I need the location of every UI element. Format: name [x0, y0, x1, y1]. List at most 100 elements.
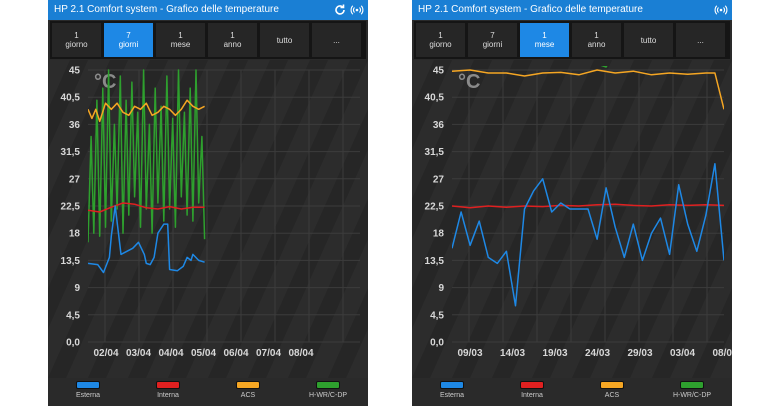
y-tick-label: 31,5 — [425, 147, 445, 158]
refresh-icon[interactable] — [333, 3, 347, 17]
tab-unit: giorni — [482, 40, 503, 49]
tab-1-giorno[interactable]: 1 giorno — [416, 23, 465, 57]
y-tick-label: 36 — [433, 120, 445, 131]
background-stripe — [612, 109, 732, 378]
x-tick-label: 07/04 — [256, 348, 281, 359]
tab-tutto[interactable]: tutto — [260, 23, 309, 57]
x-tick-label: 09/03 — [457, 348, 482, 359]
background-stripe — [168, 60, 328, 378]
y-tick-label: 27 — [433, 174, 445, 185]
y-tick-label: 22,5 — [425, 202, 445, 213]
tab-number: 1 — [594, 31, 599, 40]
background-stripe — [128, 60, 288, 378]
legend-label: Interna — [157, 392, 179, 399]
unit-label: °C — [94, 71, 116, 93]
legend-swatch — [680, 381, 704, 389]
background-stripe — [412, 60, 492, 240]
plot-background — [412, 60, 732, 378]
tab-unit: giorni — [118, 40, 139, 49]
y-tick-label: 4,5 — [66, 310, 80, 321]
y-tick-label: 36 — [69, 120, 81, 131]
tab-7-giorni[interactable]: 7 giorni — [104, 23, 153, 57]
app-title-bar: HP 2.1 Comfort system - Grafico delle te… — [48, 0, 368, 20]
x-tick-label: 19/03 — [542, 348, 567, 359]
legend-item-hwr-cdp[interactable]: H-WR/C-DP — [652, 380, 732, 399]
app-title: HP 2.1 Comfort system - Grafico delle te… — [418, 4, 643, 15]
series-line-acs — [452, 69, 724, 110]
background-stripe — [652, 198, 732, 378]
legend-swatch — [316, 381, 340, 389]
legend-item-acs[interactable]: ACS — [572, 380, 652, 399]
y-tick-label: 27 — [69, 174, 81, 185]
temperature-chart: 0,0 4,5 9 13,5 18 22,5 27 31,5 36 40,5 45 02/04 03/0… — [48, 60, 368, 378]
tab-number: 7 — [126, 31, 131, 40]
legend-item-interna[interactable]: Interna — [128, 380, 208, 399]
period-tabs: 1 giorno 7 giorni 1 mese 1 anno tutto ... — [50, 21, 366, 59]
tab-more[interactable]: ... — [312, 23, 361, 57]
x-tick-label: 06/04 — [223, 348, 248, 359]
background-stripe — [88, 60, 248, 378]
tab-7-giorni[interactable]: 7 giorni — [468, 23, 517, 57]
app-title: HP 2.1 Comfort system - Grafico delle te… — [54, 4, 279, 15]
y-tick-label: 45 — [433, 66, 445, 77]
y-tick-label: 4,5 — [430, 310, 444, 321]
legend-label: Esterna — [439, 392, 465, 399]
chart-legend: Esterna Interna ACS H-WR/C-DP — [48, 380, 368, 406]
background-stripe — [532, 60, 692, 378]
legend-swatch — [440, 381, 464, 389]
y-tick-label: 40,5 — [61, 93, 81, 104]
legend-label: Esterna — [75, 392, 101, 399]
legend-label: Interna — [521, 392, 543, 399]
y-tick-label: 9 — [438, 283, 444, 294]
tab-1-anno[interactable]: 1 anno — [208, 23, 257, 57]
tab-number: 1 — [74, 31, 79, 40]
series-line-interna — [88, 202, 205, 213]
tab-1-mese[interactable]: 1 mese — [156, 23, 205, 57]
x-tick-label: 14/03 — [500, 348, 525, 359]
series-line-esterna — [88, 205, 205, 274]
tab-number: 1 — [438, 31, 443, 40]
background-stripe — [248, 109, 368, 378]
x-tick-label: 03/04 — [126, 348, 151, 359]
phone-screen-right: HP 2.1 Comfort system - Grafico delle te… — [412, 0, 732, 406]
tab-unit: mese — [170, 40, 191, 49]
chart-legend: Esterna Interna ACS H-WR/C-DP — [412, 380, 732, 406]
background-stripe — [328, 288, 368, 378]
legend-swatch — [156, 381, 180, 389]
legend-swatch — [520, 381, 544, 389]
legend-label: H-WR/C-DP — [672, 392, 712, 399]
background-stripe — [572, 60, 732, 378]
tab-label: tutto — [276, 35, 293, 45]
x-tick-label: 02/04 — [93, 348, 118, 359]
legend-item-esterna[interactable]: Esterna — [48, 380, 128, 399]
background-stripe — [288, 198, 368, 378]
tab-more[interactable]: ... — [676, 23, 725, 57]
wireless-icon[interactable] — [350, 3, 364, 17]
y-tick-label: 0,0 — [66, 338, 80, 349]
legend-label: ACS — [604, 392, 620, 399]
background-stripe — [208, 60, 368, 378]
tab-tutto[interactable]: tutto — [624, 23, 673, 57]
phone-screen-left: HP 2.1 Comfort system - Grafico delle te… — [48, 0, 368, 406]
tab-label: ... — [333, 35, 340, 45]
x-tick-label: 03/04 — [670, 348, 695, 359]
series-line-esterna — [452, 162, 724, 307]
tab-unit: mese — [534, 40, 555, 49]
legend-item-hwr-cdp[interactable]: H-WR/C-DP — [288, 380, 368, 399]
tab-1-mese[interactable]: 1 mese — [520, 23, 569, 57]
legend-item-interna[interactable]: Interna — [492, 380, 572, 399]
background-stripe — [692, 288, 732, 378]
tab-1-anno[interactable]: 1 anno — [572, 23, 621, 57]
legend-item-esterna[interactable]: Esterna — [412, 380, 492, 399]
x-tick-label: 24/03 — [585, 348, 610, 359]
tab-1-giorno[interactable]: 1 giorno — [52, 23, 101, 57]
wireless-icon[interactable] — [714, 3, 728, 17]
y-tick-label: 13,5 — [61, 256, 81, 267]
legend-swatch — [76, 381, 100, 389]
legend-item-acs[interactable]: ACS — [208, 380, 288, 399]
tab-unit: giorno — [429, 40, 452, 49]
tab-unit: anno — [587, 40, 606, 49]
tab-number: 1 — [230, 31, 235, 40]
series-line-interna — [452, 203, 724, 209]
tab-unit: giorno — [65, 40, 88, 49]
